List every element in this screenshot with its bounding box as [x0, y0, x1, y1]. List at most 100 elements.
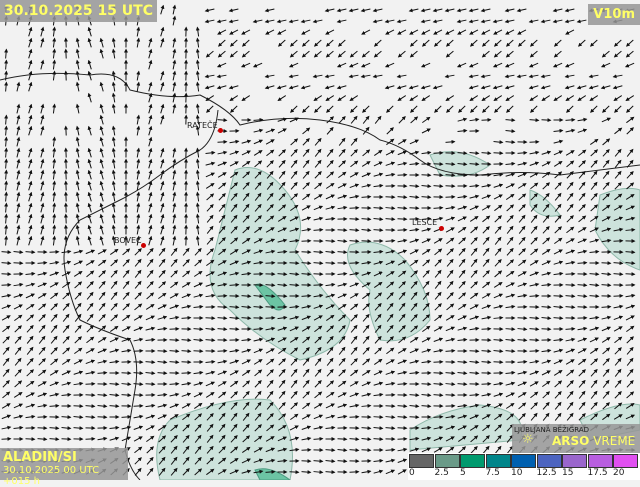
- wind-arrow: [470, 293, 477, 298]
- wind-arrow: [101, 182, 103, 191]
- wind-arrow: [74, 348, 81, 353]
- wind-arrow: [135, 458, 141, 464]
- wind-arrow: [62, 383, 71, 385]
- wind-arrow: [182, 306, 191, 308]
- wind-arrow: [218, 86, 227, 88]
- wind-arrow: [303, 150, 309, 157]
- model-run: 30.10.2025 00 UTC +015 h: [3, 465, 125, 487]
- wind-arrow: [494, 185, 503, 188]
- wind-arrow: [123, 293, 129, 300]
- wind-arrow: [555, 413, 561, 420]
- wind-arrow: [146, 362, 155, 363]
- wind-arrow: [374, 439, 383, 440]
- wind-arrow: [291, 150, 297, 157]
- wind-arrow: [41, 226, 43, 235]
- wind-arrow: [470, 305, 478, 309]
- wind-arrow: [326, 218, 335, 219]
- wind-arrow: [327, 128, 333, 135]
- wind-arrow: [470, 119, 479, 120]
- wind-arrow: [458, 196, 467, 197]
- city-label-ratece: RATEČE: [187, 121, 218, 130]
- wind-arrow: [542, 162, 550, 166]
- wind-arrow: [26, 439, 35, 440]
- wind-arrow: [98, 406, 107, 407]
- wind-arrow: [50, 406, 59, 407]
- wind-arrow: [326, 241, 335, 242]
- wind-arrow: [363, 106, 369, 112]
- wind-arrow: [530, 361, 539, 363]
- wind-arrow: [302, 206, 310, 210]
- wind-arrow: [161, 171, 164, 180]
- wind-arrow: [350, 196, 359, 198]
- wind-arrow: [219, 183, 226, 189]
- wind-arrow: [149, 116, 151, 125]
- wind-arrow: [122, 350, 131, 352]
- wind-arrow: [113, 160, 114, 169]
- wind-arrow: [459, 238, 466, 244]
- wind-arrow: [242, 161, 249, 166]
- wind-arrow: [554, 340, 563, 341]
- wind-arrow: [170, 384, 179, 385]
- wind-arrow: [614, 306, 623, 308]
- wind-arrow: [53, 28, 54, 37]
- wind-arrow: [615, 40, 622, 46]
- wind-arrow: [530, 372, 538, 375]
- wind-arrow: [218, 329, 227, 330]
- wind-arrow: [374, 20, 383, 22]
- wind-arrow: [29, 28, 32, 37]
- wind-arrow: [206, 372, 215, 374]
- wind-arrow: [291, 403, 298, 409]
- wind-arrow: [591, 182, 597, 189]
- wind-arrow: [591, 370, 597, 377]
- wind-arrow: [302, 86, 311, 88]
- wind-arrow: [614, 263, 623, 264]
- wind-arrow: [351, 326, 357, 333]
- wind-arrow: [554, 141, 563, 143]
- wind-arrow: [590, 251, 599, 252]
- wind-arrow: [362, 382, 370, 386]
- wind-arrow: [29, 226, 32, 235]
- wind-arrow: [507, 249, 513, 256]
- wind-arrow: [423, 40, 430, 46]
- wind-arrow: [218, 162, 226, 165]
- wind-arrow: [398, 96, 406, 101]
- wind-arrow: [374, 230, 383, 231]
- wind-arrow: [63, 326, 69, 333]
- wind-arrow: [338, 86, 347, 88]
- wind-arrow: [290, 63, 298, 67]
- wind-arrow: [41, 28, 43, 37]
- wind-arrow: [506, 86, 515, 88]
- wind-arrow: [77, 39, 79, 48]
- wind-arrow: [26, 252, 35, 253]
- wind-arrow: [459, 282, 465, 289]
- wind-arrow: [603, 348, 610, 354]
- wind-arrow: [206, 295, 215, 296]
- wind-arrow: [374, 162, 382, 166]
- wind-arrow: [183, 260, 189, 267]
- wind-arrow: [101, 149, 103, 158]
- wind-arrow: [266, 86, 275, 88]
- wind-arrow: [506, 271, 513, 276]
- wind-arrow: [278, 20, 287, 22]
- wind-arrow: [422, 406, 431, 407]
- wind-arrow: [197, 237, 198, 246]
- wind-arrow: [434, 239, 442, 244]
- wind-arrow: [482, 75, 491, 77]
- wind-arrow: [398, 30, 406, 34]
- wind-arrow: [351, 315, 357, 321]
- wind-arrow: [614, 316, 622, 319]
- wind-arrow: [218, 351, 227, 352]
- wind-arrow: [351, 336, 357, 343]
- wind-arrow: [579, 370, 585, 376]
- wind-arrow: [146, 316, 154, 320]
- wind-arrow: [27, 315, 34, 321]
- wind-arrow: [53, 171, 54, 180]
- wind-arrow: [2, 415, 10, 418]
- wind-arrow: [123, 281, 129, 288]
- wind-arrow: [254, 339, 263, 341]
- wind-arrow: [603, 51, 610, 57]
- wind-arrow: [578, 251, 587, 253]
- wind-arrow: [470, 9, 479, 11]
- wind-arrow: [6, 127, 7, 136]
